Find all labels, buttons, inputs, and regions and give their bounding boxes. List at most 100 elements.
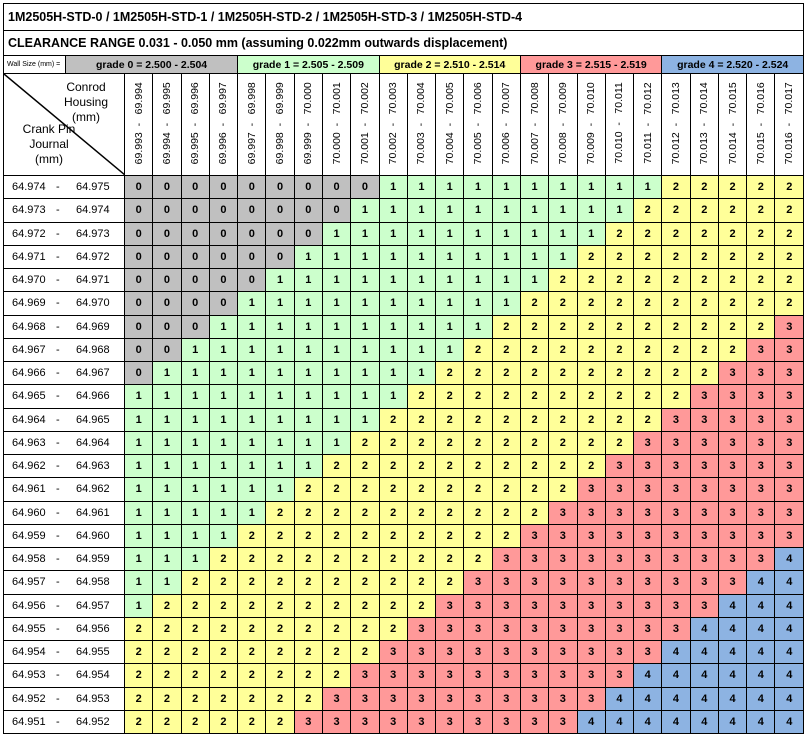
pin-lo: 64.958: [12, 553, 46, 566]
grade-cell: 0: [321, 198, 352, 223]
grade-cell: 3: [633, 639, 663, 665]
grade-cell: 4: [746, 686, 776, 711]
grade-cell: 1: [378, 244, 408, 270]
grade-cell: 3: [519, 709, 550, 735]
grade-cell: 2: [717, 174, 748, 200]
grade-cell: 1: [208, 523, 239, 549]
housing-lo: 70.008: [556, 132, 569, 165]
range-dash: -: [56, 320, 60, 333]
grade-cell: 2: [491, 477, 521, 502]
grade-cell: 0: [208, 244, 239, 270]
grade-cell: 3: [604, 663, 635, 688]
grade-cell: 2: [633, 291, 663, 316]
grade-cell: 2: [491, 384, 521, 409]
grade-cell: 2: [576, 360, 606, 386]
grade-cell: 0: [265, 221, 295, 246]
grade-cell: 2: [406, 453, 437, 479]
housing-lo: 70.009: [585, 132, 598, 165]
grade-cell: 2: [689, 198, 719, 223]
housing-hi: 70.001: [330, 81, 343, 114]
column-header-housing-range: 69.994 - 69.995: [152, 73, 182, 176]
housing-hi: 70.009: [556, 81, 569, 114]
pin-hi: 64.952: [76, 715, 110, 728]
grade-cell: 2: [152, 639, 182, 665]
grade-cell: 2: [152, 663, 182, 688]
grade-cell: 4: [661, 686, 691, 711]
grade-cell: 2: [321, 546, 352, 572]
grade-cell: 3: [689, 453, 719, 479]
grade-cell: 2: [519, 314, 550, 339]
grade-cell: 3: [604, 477, 635, 502]
housing-lo: 70.011: [641, 132, 654, 164]
grade-cell: 1: [123, 500, 154, 525]
grade-cell: 3: [519, 523, 550, 549]
grade-cell: 1: [350, 244, 380, 270]
grade-cell: 1: [180, 407, 210, 432]
grade-cell: 2: [378, 593, 408, 618]
housing-hi: 69.996: [189, 81, 202, 114]
clearance-grade-table: 1M2505H-STD-0 / 1M2505H-STD-1 / 1M2505H-…: [2, 3, 805, 735]
clearance-range: CLEARANCE RANGE 0.031 - 0.050 mm (assumi…: [2, 30, 805, 56]
housing-lo: 70.004: [443, 132, 456, 165]
grade-cell: 2: [435, 523, 465, 549]
grade-cell: 1: [406, 174, 437, 200]
grade-cell: 1: [123, 384, 154, 409]
crank-pin-label: Crank Pin Journal (mm): [22, 122, 76, 166]
pin-hi: 64.968: [76, 343, 110, 356]
grade-cell: 3: [378, 663, 408, 688]
range-dash: -: [56, 646, 60, 659]
grade-cell: 3: [746, 500, 776, 525]
grade-cell: 2: [548, 291, 578, 316]
grade-cell: 3: [633, 477, 663, 502]
grade-cell: 1: [123, 570, 154, 595]
grade-cell: 2: [321, 616, 352, 642]
grade-cell: 1: [463, 198, 493, 223]
pin-hi: 64.962: [76, 483, 110, 496]
grade-cell: 3: [293, 709, 323, 735]
grade-cell: 3: [746, 546, 776, 572]
grade-cell: 4: [774, 639, 805, 665]
housing-lo: 70.006: [500, 132, 513, 165]
grade-cell: 3: [717, 384, 748, 409]
grade-cell: 2: [519, 500, 550, 525]
table-row: 64.958-64.959 1 1 1 2 2 2 2 2 2 2 2 2 2 3 3 3 3 3 3 3 3 3 3 4: [3, 546, 805, 572]
grade-cell: 2: [152, 593, 182, 618]
grade-cell: 2: [378, 453, 408, 479]
grade-cell: 2: [576, 337, 606, 363]
grade-cell: 2: [265, 663, 295, 688]
table-row: 64.964-64.965 1 1 1 1 1 1 1 1 1 2 2 2 2 2 2 2 2 2 2 3 3 3 3 3: [3, 407, 805, 432]
grade-cell: 0: [208, 221, 239, 246]
grade-cell: 3: [633, 430, 663, 456]
pin-hi: 64.965: [76, 413, 110, 426]
row-header-pin-range: 64.955- 64.956: [3, 616, 125, 642]
grade-cell: 1: [406, 198, 437, 223]
grade-cell: 0: [237, 267, 267, 293]
column-header-housing-range: 69.993 - 69.994: [123, 73, 154, 176]
grade-cell: 3: [633, 523, 663, 549]
grade-cell: 3: [689, 500, 719, 525]
grade-cell: 2: [774, 244, 805, 270]
grade-cell: 2: [237, 570, 267, 595]
grade-cell: 1: [406, 291, 437, 316]
grade-cell: 3: [746, 453, 776, 479]
row-header-pin-range: 64.972- 64.973: [3, 221, 125, 246]
grade-cell: 3: [774, 314, 805, 339]
grade-cell: 2: [208, 593, 239, 618]
grade-cell: 3: [633, 546, 663, 572]
row-header-pin-range: 64.974- 64.975: [3, 174, 125, 200]
grade-cell: 2: [435, 477, 465, 502]
grade-cell: 2: [746, 174, 776, 200]
grade-cell: 1: [152, 430, 182, 456]
grade-cell: 1: [293, 384, 323, 409]
pin-lo: 64.974: [12, 181, 46, 194]
grade-cell: 2: [689, 360, 719, 386]
grade-cell: 1: [435, 291, 465, 316]
grade-cell: 1: [491, 244, 521, 270]
grade-cell: 0: [208, 174, 239, 200]
grade-cell: 1: [152, 407, 182, 432]
grade-cell: 2: [689, 244, 719, 270]
grade-cell: 3: [463, 709, 493, 735]
housing-hi: 70.007: [500, 81, 513, 114]
row-header-pin-range: 64.963- 64.964: [3, 430, 125, 456]
pin-hi: 64.953: [76, 692, 110, 705]
